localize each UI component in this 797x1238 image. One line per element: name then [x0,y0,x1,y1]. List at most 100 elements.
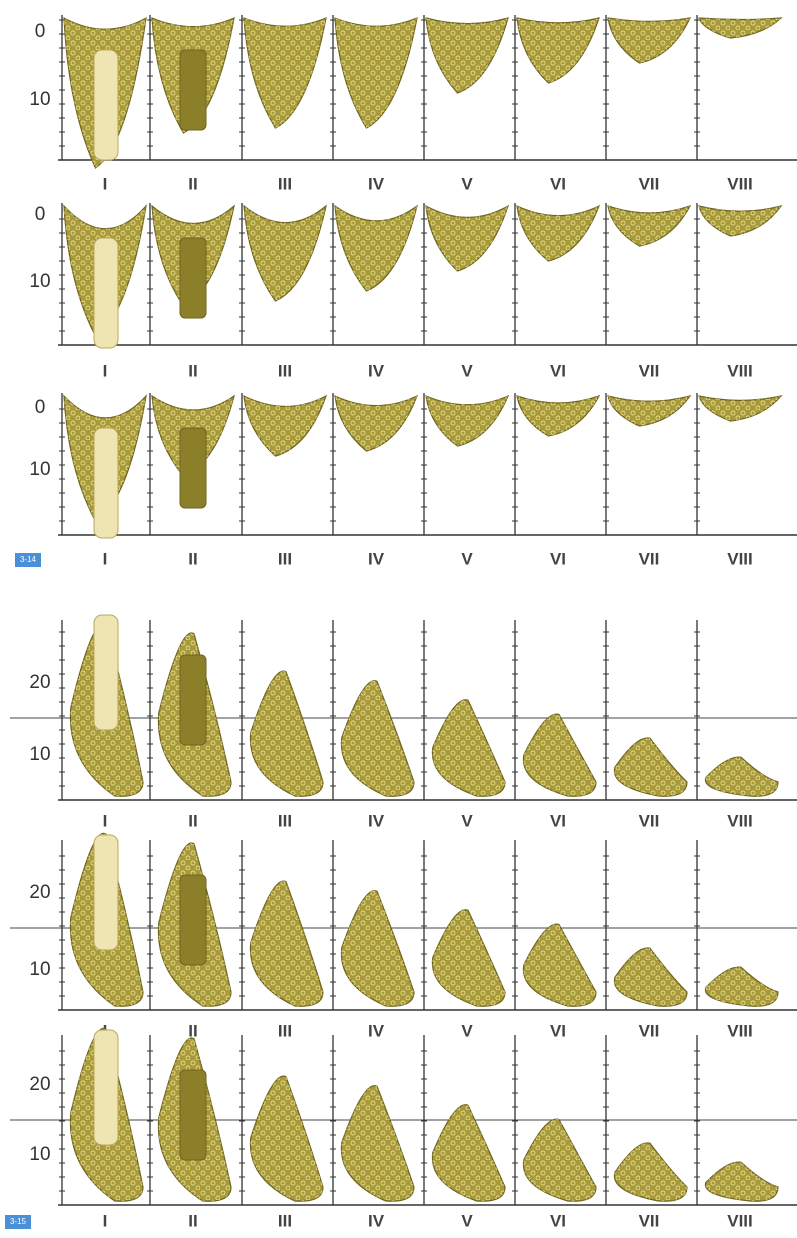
cancellous-bone [699,206,781,236]
cancellous-bone [432,1104,505,1202]
tooth [93,237,119,349]
cancellous-bone [426,18,508,93]
column-label: VI [550,811,566,830]
column-label: V [461,1021,473,1040]
socket [179,654,207,746]
cancellous-bone [614,947,687,1007]
tooth [93,49,119,161]
column-label: II [188,811,197,830]
column-label: III [278,1211,292,1230]
tooth [93,834,119,951]
cancellous-bone [432,909,505,1007]
column-label: VI [550,174,566,193]
column-label: IV [368,1211,385,1230]
column-label: II [188,174,197,193]
column-label: IV [368,1021,385,1040]
cancellous-bone [517,18,599,83]
cancellous-bone [699,18,781,38]
column-label: II [188,549,197,568]
cancellous-bone [523,1119,596,1202]
column-label: VI [550,549,566,568]
y-label: 20 [29,882,50,903]
column-label: III [278,174,292,193]
column-label: II [188,361,197,380]
column-label: I [103,174,108,193]
column-label: VII [639,1211,660,1230]
cancellous-bone [705,967,778,1007]
socket [179,49,207,131]
column-label: VI [550,361,566,380]
cancellous-bone [517,396,599,436]
column-label: VIII [727,361,753,380]
column-label: II [188,1211,197,1230]
cancellous-bone [699,396,781,421]
cancellous-bone [335,206,417,291]
cancellous-bone [335,18,417,128]
column-label: III [278,811,292,830]
column-label: IV [368,174,385,193]
column-label: VIII [727,174,753,193]
socket [179,427,207,509]
column-label: VIII [727,1021,753,1040]
cancellous-bone [523,924,596,1007]
tooth [93,614,119,731]
column-label: VII [639,549,660,568]
cancellous-bone [426,206,508,271]
column-label: II [188,1021,197,1040]
column-label: VII [639,361,660,380]
cancellous-bone [244,18,326,128]
column-label: I [103,811,108,830]
cancellous-bone [705,1162,778,1202]
cancellous-bone [614,1142,687,1202]
y-label: 0 [35,21,46,42]
column-label: VIII [727,549,753,568]
cancellous-bone [614,737,687,797]
cancellous-bone [244,206,326,301]
column-label: VI [550,1211,566,1230]
column-label: V [461,174,473,193]
column-label: I [103,361,108,380]
socket [179,1069,207,1161]
cancellous-bone [432,699,505,797]
cancellous-bone [426,396,508,446]
column-label: V [461,811,473,830]
column-label: I [103,1211,108,1230]
socket [179,874,207,966]
y-label: 10 [29,89,50,110]
column-label: VIII [727,811,753,830]
tooth [93,1029,119,1146]
column-label: V [461,549,473,568]
y-label: 20 [29,1074,50,1095]
cancellous-bone [517,206,599,261]
cancellous-bone [250,1076,323,1202]
column-label: VII [639,811,660,830]
cancellous-bone [341,1085,414,1202]
column-label: VIII [727,1211,753,1230]
column-label: IV [368,811,385,830]
tooth [93,427,119,539]
column-label: VII [639,1021,660,1040]
cancellous-bone [608,396,690,426]
y-label: 10 [29,959,50,980]
figure-badge [15,553,41,567]
column-label: VI [550,1021,566,1040]
column-label: V [461,1211,473,1230]
y-label: 10 [29,271,50,292]
socket [179,237,207,319]
cancellous-bone [335,396,417,451]
column-label: III [278,549,292,568]
y-label: 0 [35,204,46,225]
cancellous-bone [250,671,323,797]
column-label: I [103,549,108,568]
column-label: IV [368,549,385,568]
figure-badge [5,1215,31,1229]
y-label: 10 [29,459,50,480]
y-label: 10 [29,1144,50,1165]
cancellous-bone [608,206,690,246]
cancellous-bone [705,757,778,797]
cancellous-bone [250,881,323,1007]
cancellous-bone [341,680,414,797]
cancellous-bone [608,18,690,63]
